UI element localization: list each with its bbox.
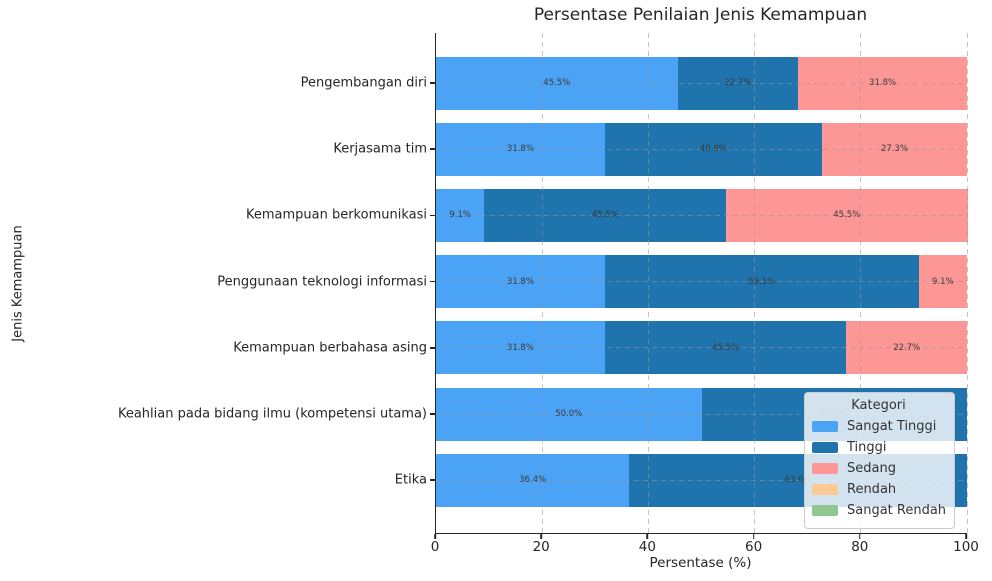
bar-value-label: 22.7% [724,78,752,88]
x-tick-mark [646,534,649,539]
bar-value-label: 45.5% [543,78,571,88]
legend-entry: Sangat Rendah [812,500,947,521]
legend-entry: Tinggi [812,437,945,458]
y-category-label: Pengembangan diri [300,75,427,91]
legend-entry-label: Tinggi [847,440,887,455]
legend: Kategori Sangat Tinggi Tinggi Sedang Rendah… [804,392,955,529]
legend-entry-label: Sangat Rendah [847,503,947,518]
y-tick-mark [430,347,435,349]
bar-value-label: 31.8% [869,78,897,88]
gridline-vertical [541,33,543,533]
legend-entries: Sangat Tinggi Tinggi Sedang Rendah Sangat Re… [812,416,947,521]
bar-value-label: 45.5% [712,342,740,353]
legend-swatch-sedang [812,463,838,474]
grid-layer [436,33,968,533]
gridline-vertical [860,33,862,533]
x-tick-mark [752,534,755,539]
x-tick-label: 100 [953,539,979,555]
bar-value-label: 27.3% [881,144,909,155]
legend-swatch-sangat-rendah [812,505,838,516]
bar-value-label: 45.5% [591,210,619,221]
x-tick-mark [859,534,861,539]
bar-value-label: 9.1% [932,276,954,287]
bar-value-label: 31.8% [506,276,534,287]
legend-title: Kategori [851,398,906,413]
x-tick-mark [965,534,967,539]
gridline-horizontal [436,347,967,349]
x-tick-label: 40 [638,539,656,555]
gridline-horizontal [436,82,967,84]
bar-value-label: 63.6% [784,475,812,486]
gridline-vertical [966,33,968,533]
bar-value-label: 31.8% [506,342,534,353]
legend-entry-label: Sangat Tinggi [847,419,937,434]
y-tick-mark [430,479,435,481]
gridline-horizontal [436,281,967,283]
bar-value-label: 36.4% [519,475,547,486]
bar-value-label: 22.7% [893,342,921,353]
x-tick-label: 0 [430,539,440,555]
y-category-label: Kemampuan berkomunikasi [245,207,427,223]
x-tick-label: 80 [851,539,869,555]
bar-value-labels-layer: 45.5% 22.7% 31.8% 31.8% 40.9% 27.3% 9.1% 45.5% 4… [436,33,967,533]
y-category-label: Kemampuan berbahasa asing [233,340,427,356]
gridline-horizontal [436,148,967,150]
legend-swatch-tinggi [812,442,838,453]
legend-entry-label: Sedang [847,461,896,476]
x-tick-mark [540,534,542,539]
bar-value-label: 9.1% [449,210,471,221]
chart-title: Persentase Penilaian Jenis Kemampuan [533,5,868,25]
legend-entry: Sangat Tinggi [812,416,945,437]
x-tick-label: 60 [745,539,763,555]
y-tick-mark [430,214,435,217]
y-tick-mark [430,148,435,150]
y-category-label: Kerjasama tim [333,141,427,157]
legend-entry: Rendah [812,479,945,500]
y-category-label: Penggunaan teknologi informasi [217,274,427,290]
gridline-horizontal [436,479,967,481]
legend-entry: Sedang [812,458,945,479]
y-category-label: Etika [394,472,427,488]
x-axis-title: Persentase (%) [649,555,752,571]
y-tick-mark [430,413,435,415]
y-category-label: Keahlian pada bidang ilmu (kompetensi ut… [117,406,427,422]
legend-swatch-sangat-tinggi [812,421,838,432]
bar-value-label: 31.8% [506,144,534,155]
gridline-vertical [647,33,649,533]
bar-value-label: 59.1% [748,276,776,287]
y-axis-title: Jenis Kemampuan [10,225,26,342]
gridline-horizontal [436,413,967,415]
x-tick-label: 20 [532,539,550,555]
legend-entry-label: Rendah [847,482,897,497]
x-tick-mark [434,534,436,539]
legend-swatch-rendah [812,484,838,495]
bar-value-label: 40.9% [699,144,727,155]
y-tick-mark [430,280,435,283]
gridline-horizontal [436,214,967,216]
bar-value-label: 50.0% [555,409,583,419]
bar-value-label: 45.5% [833,210,861,221]
gridline-vertical [754,33,756,533]
y-tick-mark [430,82,435,84]
